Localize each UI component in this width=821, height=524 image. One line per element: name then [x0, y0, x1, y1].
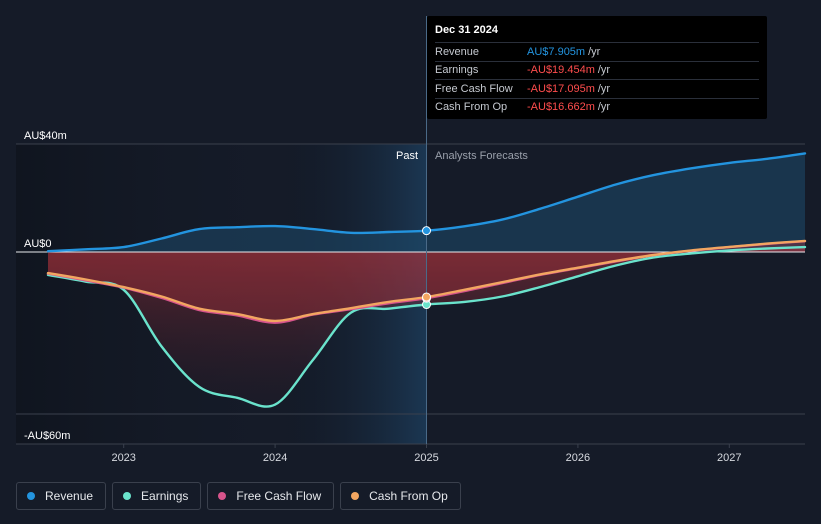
legend-item-revenue[interactable]: Revenue: [16, 482, 107, 510]
tooltip-row-unit: /yr: [597, 64, 611, 77]
tooltip-row-label: Cash From Op: [435, 101, 508, 114]
tooltip-date: Dec 31 2024: [435, 24, 498, 36]
tooltip-row-unit: /yr: [597, 82, 611, 95]
legend-item-free-cash-flow[interactable]: Free Cash Flow: [207, 482, 335, 510]
x-tick-label: 2025: [414, 452, 439, 464]
legend: Revenue Earnings Free Cash Flow Cash Fro…: [16, 482, 461, 510]
past-label: Past: [396, 150, 419, 162]
free-cash-flow-dot-icon: [218, 492, 227, 500]
marker-revenue: [422, 226, 431, 236]
tooltip-row-value: -AU$17.095m: [527, 82, 595, 95]
legend-label: Cash From Op: [369, 489, 448, 503]
marker-cash-from-op: [422, 292, 431, 302]
y-tick-label: AU$0: [24, 238, 52, 250]
earnings-dot-icon: [123, 492, 132, 500]
tooltip-row-value: AU$7.905m: [527, 45, 586, 58]
x-tick-label: 2024: [262, 452, 288, 464]
tooltip-row-cash-from-op: Cash From Op -AU$16.662m /yr: [435, 97, 759, 117]
earnings-area: [48, 247, 805, 407]
legend-item-earnings[interactable]: Earnings: [112, 482, 202, 510]
legend-item-cash-from-op[interactable]: Cash From Op: [340, 482, 461, 510]
tooltip-row-revenue: Revenue AU$7.905m /yr: [435, 42, 759, 61]
x-tick-label: 2023: [111, 452, 136, 464]
tooltip-row-value: -AU$16.662m: [527, 101, 595, 114]
legend-label: Free Cash Flow: [236, 489, 322, 503]
forecast-label: Analysts Forecasts: [435, 150, 528, 162]
tooltip-row-unit: /yr: [597, 101, 611, 114]
tooltip-row-label: Earnings: [435, 64, 479, 77]
y-tick-label: AU$40m: [24, 130, 67, 142]
x-tick-label: 2026: [565, 452, 591, 464]
tooltip: Dec 31 2024 Revenue AU$7.905m /yr Earnin…: [427, 16, 767, 119]
tooltip-row-unit: /yr: [588, 45, 601, 58]
tooltip-row-value: -AU$19.454m: [527, 64, 595, 77]
legend-label: Revenue: [45, 489, 94, 503]
y-tick-label: -AU$60m: [24, 430, 71, 442]
tooltip-row-free-cash-flow: Free Cash Flow -AU$17.095m /yr: [435, 79, 759, 98]
legend-label: Earnings: [141, 489, 189, 503]
x-tick-label: 2027: [717, 452, 742, 464]
revenue-dot-icon: [27, 492, 35, 500]
tooltip-row-label: Revenue: [435, 45, 480, 58]
cash-from-op-dot-icon: [351, 492, 360, 500]
tooltip-row-earnings: Earnings -AU$19.454m /yr: [435, 60, 759, 80]
tooltip-row-label: Free Cash Flow: [435, 82, 513, 95]
